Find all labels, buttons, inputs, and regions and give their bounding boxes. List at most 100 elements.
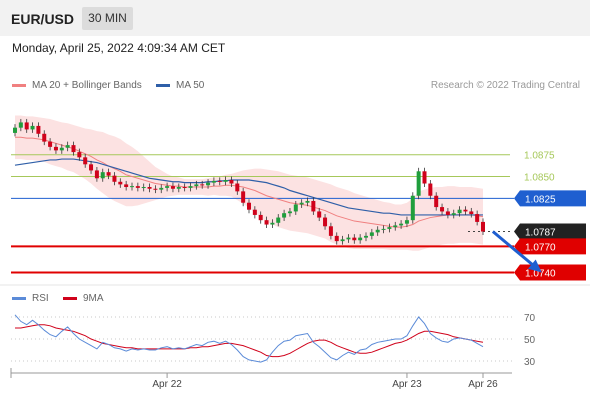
x-tick-label: Apr 22 xyxy=(152,379,182,390)
candle-body xyxy=(434,195,439,208)
candle xyxy=(252,206,257,219)
candle xyxy=(65,141,70,152)
candle-body xyxy=(176,187,181,189)
copyright-label: Research © 2022 Trading Central xyxy=(430,80,580,91)
ma20-swatch xyxy=(12,83,26,87)
candle xyxy=(118,178,123,188)
candle-body xyxy=(276,217,281,223)
candle-body xyxy=(381,228,386,230)
ma50-swatch xyxy=(156,83,170,87)
candle-body xyxy=(375,229,380,233)
candle xyxy=(241,187,246,207)
candle xyxy=(83,153,88,168)
candle-body xyxy=(170,186,175,189)
ma50-line xyxy=(14,158,483,216)
candle xyxy=(147,183,152,193)
candle xyxy=(387,223,392,233)
candles xyxy=(13,118,485,245)
candle xyxy=(481,218,485,236)
candle xyxy=(422,167,427,188)
candle xyxy=(59,144,64,154)
candle-body xyxy=(416,171,421,196)
level-badge-1.0770: 1.0770 xyxy=(514,238,586,255)
candle xyxy=(24,118,29,133)
candle xyxy=(287,207,292,217)
candle xyxy=(352,234,357,244)
candle-body xyxy=(130,186,134,188)
candle xyxy=(264,216,269,229)
candle xyxy=(165,182,170,192)
candle xyxy=(206,179,211,189)
candle-body xyxy=(147,187,152,189)
candle-body xyxy=(457,209,462,214)
candle-body xyxy=(13,127,17,133)
candle-body xyxy=(393,225,398,228)
candle-body xyxy=(346,237,351,240)
candle xyxy=(211,177,216,187)
candle-body xyxy=(71,145,76,153)
candle-body xyxy=(311,200,316,212)
candle-body xyxy=(323,217,328,227)
candle-body xyxy=(247,202,251,210)
candle-body xyxy=(18,122,23,128)
candle xyxy=(434,192,439,211)
candle-body xyxy=(404,220,409,224)
candle-body xyxy=(334,235,339,242)
bollinger-band xyxy=(15,115,483,251)
candle-body xyxy=(445,211,450,215)
candle-body xyxy=(451,213,456,215)
candle xyxy=(323,214,328,230)
candle-body xyxy=(53,146,58,151)
legend-ma20: MA 20 + Bollinger Bands xyxy=(12,80,142,91)
candle xyxy=(94,166,99,182)
candle xyxy=(416,167,421,200)
candle-body xyxy=(211,180,216,183)
candle xyxy=(217,177,222,186)
rsi-ma-swatch xyxy=(63,296,77,300)
candle xyxy=(276,214,281,227)
level-badge-text: 1.0770 xyxy=(525,242,556,253)
datetime-label: Monday, April 25, 2022 4:09:34 AM CET xyxy=(12,41,226,55)
level-badge-text: 1.0787 xyxy=(525,228,556,239)
candle xyxy=(358,234,363,244)
candle xyxy=(457,206,462,217)
candle-body xyxy=(83,157,88,165)
level-badge-1.0787: 1.0787 xyxy=(514,223,586,240)
rsi-tick-label: 70 xyxy=(524,313,536,324)
candle xyxy=(223,176,228,186)
candle xyxy=(170,182,175,193)
timeframe-badge[interactable]: 30 MIN xyxy=(82,7,133,30)
level-label-1.0850: 1.0850 xyxy=(524,173,555,184)
candle xyxy=(159,184,164,194)
legend-rsi-label: RSI xyxy=(32,293,49,304)
legend-ma50: MA 50 xyxy=(156,80,204,91)
candle xyxy=(282,209,287,222)
symbol-title: EUR/USD xyxy=(11,11,75,27)
candle-body xyxy=(124,184,129,188)
candle xyxy=(112,172,117,186)
candle xyxy=(30,122,35,133)
candle xyxy=(270,219,275,229)
candle-body xyxy=(65,145,70,148)
candle-body xyxy=(141,187,146,189)
candle xyxy=(229,176,234,188)
level-badge-1.0740: 1.0740 xyxy=(514,264,586,281)
candle-body xyxy=(287,211,292,214)
candle-body xyxy=(229,180,234,184)
candle xyxy=(130,182,134,191)
candle-body xyxy=(293,204,298,212)
candle-body xyxy=(24,122,29,130)
legend-ma50-label: MA 50 xyxy=(176,80,205,91)
header-bar: EUR/USD 30 MIN xyxy=(0,0,590,36)
candle xyxy=(317,207,322,222)
candle xyxy=(469,207,474,218)
candle xyxy=(247,199,251,214)
candle xyxy=(346,234,351,243)
level-badge-bg xyxy=(514,190,586,207)
level-badge-1.0825: 1.0825 xyxy=(514,190,586,207)
candle-body xyxy=(364,235,368,238)
candle xyxy=(369,228,374,240)
candle-body xyxy=(340,239,345,242)
candle-body xyxy=(475,214,480,222)
